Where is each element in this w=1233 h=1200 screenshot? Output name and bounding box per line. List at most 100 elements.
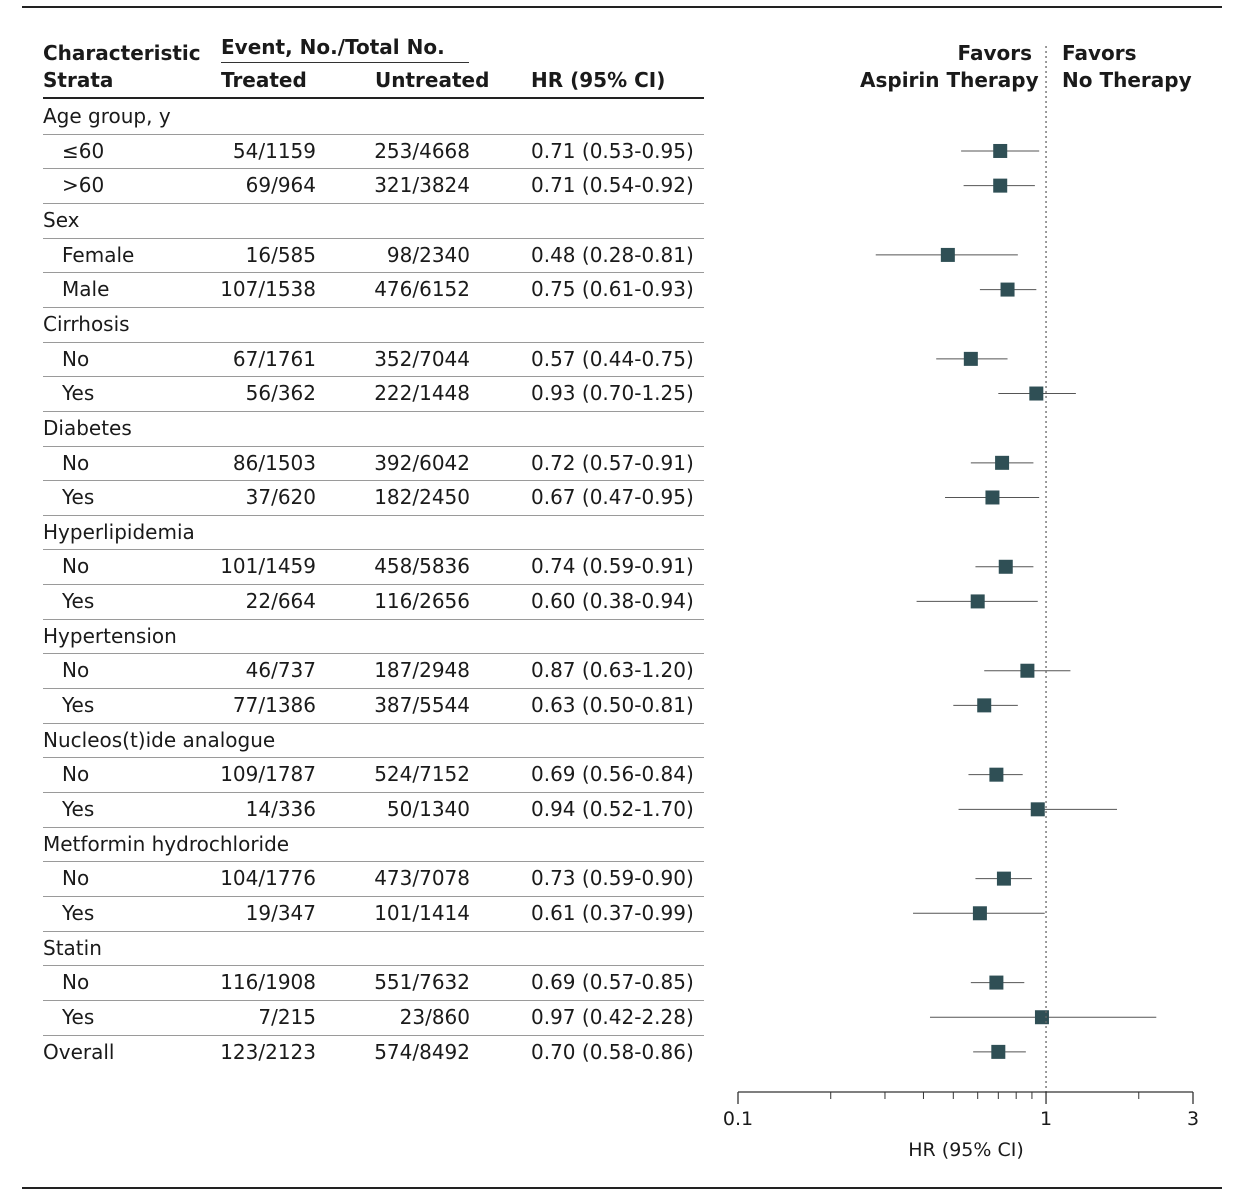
hr-marker [1020,663,1035,678]
row-label: Age group, y [43,104,171,128]
treated-events: 14/336 [245,797,316,821]
treated-events: 22/664 [245,589,316,614]
untreated-events: 253/4668 [374,138,470,163]
header-event-group: Event, No./Total No. [221,35,445,59]
treated-events: 7/215 [258,1004,316,1029]
row-separator [43,930,704,932]
treated-events: 54/1159 [232,138,316,163]
row-separator [43,895,704,897]
row-label: Overall [43,1039,115,1064]
hr-marker [1034,1010,1049,1025]
treated-events: 116/1908 [220,970,316,995]
hr-marker [963,351,978,366]
group-row: Hypertension [43,619,704,653]
row-separator [43,999,704,1001]
untreated-events: 387/5544 [374,693,470,718]
hazard-ratio: 0.70 (0.58-0.86) [531,1039,694,1064]
hr-marker [940,247,955,262]
row-label: Nucleos(t)ide analogue [43,727,276,752]
table-row: No 104/1776 473/7078 0.73 (0.59-0.90) [43,861,704,895]
row-separator [43,757,704,759]
treated-events: 16/585 [245,242,316,267]
favors-left-line1: Favors [957,41,1032,65]
header-untreated: Untreated [375,68,490,92]
hr-marker [989,767,1004,782]
table-row: No 116/1908 551/7632 0.69 (0.57-0.85) [43,965,704,999]
hr-marker [972,906,987,921]
hazard-ratio: 0.48 (0.28-0.81) [531,242,694,267]
favors-right-line1: Favors [1062,41,1137,65]
group-row: Sex [43,203,704,237]
untreated-events: 101/1414 [374,900,470,925]
hazard-ratio: 0.93 (0.70-1.25) [531,381,694,406]
row-label: Yes [62,797,95,821]
row-label: Yes [62,1004,95,1029]
hazard-ratio: 0.57 (0.44-0.75) [531,346,694,371]
group-row: Metformin hydrochloride [43,827,704,861]
row-separator [43,584,704,586]
treated-events: 56/362 [245,381,316,406]
untreated-events: 50/1340 [386,797,470,821]
table-row: No 67/1761 352/7044 0.57 (0.44-0.75) [43,342,704,376]
row-label: >60 [62,173,105,198]
hr-marker [989,975,1004,990]
treated-events: 46/737 [245,658,316,683]
group-row: Hyperlipidemia [43,515,704,549]
table-row: Yes 7/215 23/860 0.97 (0.42-2.28) [43,1000,704,1034]
row-separator [43,792,704,793]
hr-marker [1030,802,1045,817]
row-label: Yes [62,381,95,406]
table-row: No 101/1459 458/5836 0.74 (0.59-0.91) [43,549,704,583]
hazard-ratio: 0.61 (0.37-0.99) [531,900,694,925]
row-label: Hypertension [43,623,177,648]
treated-events: 19/347 [245,900,316,925]
table-row: Yes 14/336 50/1340 0.94 (0.52-1.70) [43,792,704,826]
row-separator [43,722,704,724]
hr-marker [996,871,1011,886]
row-label: Statin [43,935,102,960]
header-underline [43,97,704,99]
untreated-events: 187/2948 [374,658,470,683]
row-label: ≤60 [62,138,105,163]
table-row: No 109/1787 524/7152 0.69 (0.56-0.84) [43,757,704,791]
row-separator [43,861,704,863]
treated-events: 86/1503 [232,450,316,475]
hr-marker [985,490,1000,505]
hazard-ratio: 0.75 (0.61-0.93) [531,277,694,302]
row-separator [43,341,704,343]
untreated-events: 524/7152 [374,762,470,787]
hazard-ratio: 0.71 (0.53-0.95) [531,138,694,163]
row-label: Male [62,277,110,302]
row-separator [43,653,704,655]
hazard-ratio: 0.97 (0.42-2.28) [531,1004,694,1029]
table-row: Male 107/1538 476/6152 0.75 (0.61-0.93) [43,272,704,306]
favors-left-line2: Aspirin Therapy [860,68,1039,92]
row-separator [43,618,704,620]
treated-events: 67/1761 [232,346,316,371]
hazard-ratio: 0.60 (0.38-0.94) [531,589,694,614]
treated-events: 104/1776 [220,866,316,891]
hazard-ratio: 0.74 (0.59-0.91) [531,554,694,579]
row-separator [43,445,704,447]
row-label: No [62,554,90,579]
table-row: Yes 56/362 222/1448 0.93 (0.70-1.25) [43,376,704,410]
row-label: No [62,450,90,475]
row-separator [43,202,704,204]
hr-marker [993,143,1008,158]
untreated-events: 182/2450 [374,485,470,510]
row-separator [43,549,704,551]
row-separator [43,133,704,135]
untreated-events: 98/2340 [386,242,470,267]
treated-events: 107/1538 [220,277,316,302]
row-separator [43,1034,704,1036]
row-separator [43,168,704,170]
favors-right-line2: No Therapy [1062,68,1192,92]
row-label: Sex [43,207,80,232]
untreated-events: 352/7044 [374,346,470,371]
hr-marker [991,1044,1006,1059]
top-rule [22,6,1222,8]
row-separator [43,514,704,516]
hazard-ratio: 0.69 (0.57-0.85) [531,970,694,995]
untreated-events: 321/3824 [374,173,470,198]
untreated-events: 473/7078 [374,866,470,891]
